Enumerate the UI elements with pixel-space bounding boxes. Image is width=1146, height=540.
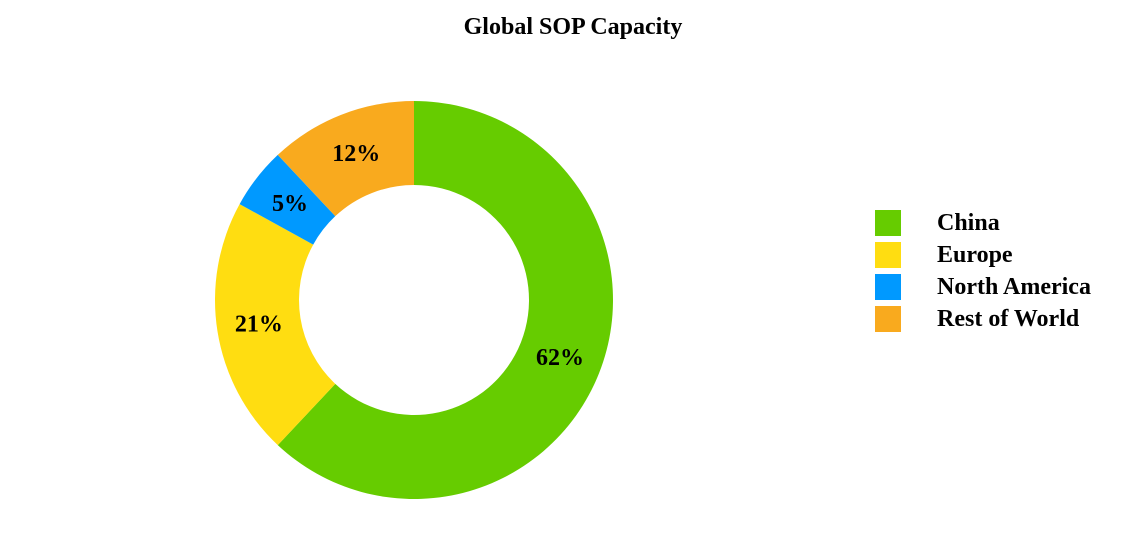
legend-item-north-america: North America <box>875 271 1135 303</box>
legend-swatch-europe <box>875 242 901 268</box>
slice-label-rest-of-world: 12% <box>332 141 380 167</box>
legend-item-rest-of-world: Rest of World <box>875 303 1135 335</box>
slice-china <box>277 101 613 499</box>
chart-title: Global SOP Capacity <box>463 14 683 40</box>
slice-rest-of-world <box>277 101 414 217</box>
legend-swatch-rest-of-world <box>875 306 901 332</box>
legend-item-europe: Europe <box>875 239 1135 271</box>
legend-label-rest-of-world: Rest of World <box>937 305 1080 332</box>
legend-label-north-america: North America <box>937 273 1091 300</box>
legend-swatch-north-america <box>875 274 901 300</box>
slice-label-north-america: 5% <box>272 191 308 217</box>
legend-label-china: China <box>937 209 1000 236</box>
legend-item-china: China <box>875 207 1135 239</box>
slice-label-europe: 21% <box>235 312 283 338</box>
legend: China Europe North America Rest of World <box>875 207 1135 335</box>
legend-label-europe: Europe <box>937 241 1013 268</box>
legend-swatch-china <box>875 210 901 236</box>
slice-label-china: 62% <box>536 345 584 371</box>
slice-europe <box>215 204 336 446</box>
slice-north-america <box>239 154 336 245</box>
